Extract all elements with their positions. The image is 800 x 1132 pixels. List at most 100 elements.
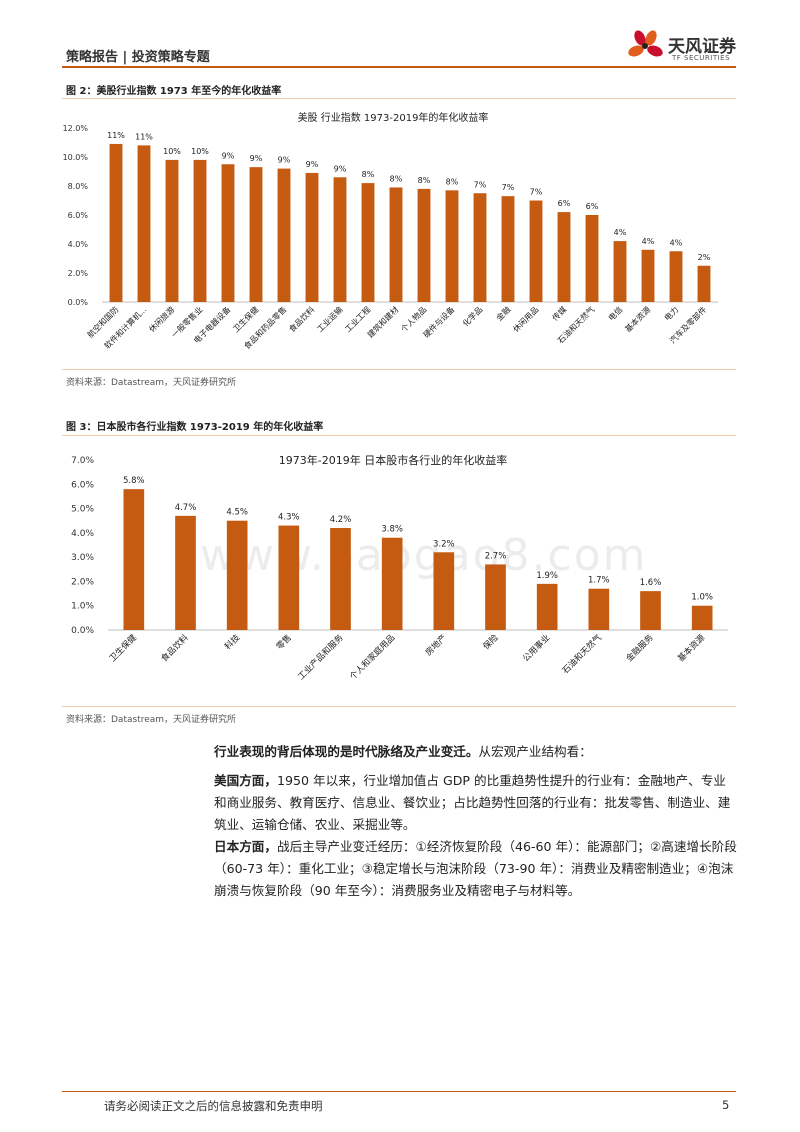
y-tick-label: 5.0% — [71, 505, 94, 515]
bar — [305, 172, 319, 302]
data-label: 8% — [390, 174, 403, 183]
y-tick-label: 10.0% — [63, 153, 89, 162]
report-header-title: 策略报告 | 投资策略专题 — [66, 50, 210, 65]
bar — [249, 167, 263, 302]
data-label: 4.5% — [226, 508, 248, 518]
japan-industry-chart: 1973年-2019年 日本股市各行业的年化收益率 0.0% 1.0% 2.0% 3.0… — [71, 453, 728, 682]
logo-text-en: TF SECURITIES — [672, 54, 731, 62]
data-label: 8% — [446, 177, 459, 186]
data-label: 7% — [502, 183, 515, 192]
data-label: 2% — [698, 253, 711, 262]
logo-text-cn: 天风证券 — [668, 37, 736, 57]
bar — [445, 190, 459, 302]
data-label: 1.7% — [588, 576, 610, 586]
bar — [109, 143, 123, 302]
bar — [585, 215, 599, 302]
category-label: 基本资源 — [675, 632, 707, 664]
fig2-bottom-rule — [62, 369, 736, 370]
page-number: 5 — [722, 1098, 730, 1112]
data-label: 4.7% — [175, 503, 197, 513]
y-tick-label: 8.0% — [68, 182, 89, 191]
y-tick-label: 4.0% — [68, 240, 89, 249]
data-label: 11% — [135, 132, 153, 141]
data-label: 7% — [530, 188, 543, 197]
data-label: 1.9% — [536, 571, 558, 581]
bar — [277, 168, 291, 302]
bar — [175, 515, 196, 630]
bar — [417, 188, 431, 302]
category-label: 电力 — [662, 304, 680, 322]
bar — [691, 605, 713, 630]
paragraph-japan: 日本方面，战后主导产业变迁经历：①经济恢复阶段（46-60 年）：能源部门；②高… — [214, 836, 738, 902]
fig3-source: 资料来源：Datastream，天风证券研究所 — [66, 715, 237, 725]
category-label: 电信 — [606, 304, 624, 322]
category-label: 个人物品 — [399, 304, 429, 334]
bar — [536, 583, 558, 630]
data-label: 8% — [418, 176, 431, 185]
paragraph-intro-bold: 行业表现的背后体现的是时代脉络及产业变迁。 — [214, 744, 479, 759]
data-label: 1.0% — [691, 593, 713, 603]
category-label: 科技 — [222, 632, 242, 652]
y-tick-label: 1.0% — [71, 602, 94, 612]
data-label: 4% — [642, 237, 655, 246]
paragraph-us-bold: 美国方面， — [214, 773, 277, 788]
data-label: 9% — [306, 160, 319, 169]
category-label: 工业运输 — [315, 304, 345, 334]
bar — [473, 193, 487, 302]
y-tick-label: 4.0% — [71, 529, 94, 539]
paragraph-intro-text: 从宏观产业结构看： — [478, 744, 592, 759]
category-label: 石油和天然气 — [560, 632, 604, 676]
category-label: 零售 — [274, 632, 294, 652]
fig3-bottom-rule — [62, 706, 736, 707]
category-label: 金融服务 — [624, 632, 656, 664]
fig2-top-rule — [62, 98, 736, 99]
bar — [221, 164, 235, 302]
bar — [669, 251, 683, 302]
paragraph-japan-bold: 日本方面， — [214, 839, 277, 854]
category-label: 金融 — [494, 304, 512, 322]
data-label: 7% — [474, 180, 487, 189]
category-label: 休闲用品 — [511, 304, 541, 334]
bar — [226, 520, 248, 630]
bar — [330, 528, 351, 630]
us-industry-chart: 美股 行业指数 1973-2019年的年化收益率 0.0% 2.0% 4.0% 6.0%… — [63, 111, 718, 351]
y-tick-label: 12.0% — [63, 124, 89, 133]
data-label: 8% — [362, 170, 375, 179]
logo-flower-icon — [628, 30, 663, 57]
data-label: 4.3% — [278, 513, 300, 523]
bar — [557, 212, 571, 302]
bar — [193, 159, 207, 302]
data-label: 6% — [586, 202, 599, 211]
bar — [137, 145, 151, 302]
category-label: 化学品 — [460, 304, 484, 328]
y-tick-label: 6.0% — [71, 480, 94, 490]
category-label: 传媒 — [550, 304, 568, 322]
paragraph-us-text: 1950 年以来，行业增加值占 GDP 的比重趋势性提升的行业有：金融地产、专业… — [214, 773, 731, 832]
bar — [613, 241, 627, 302]
bar — [333, 177, 347, 302]
bar — [640, 591, 661, 630]
footer-divider — [62, 1091, 736, 1092]
fig2-source: 资料来源：Datastream，天风证券研究所 — [66, 378, 237, 388]
y-tick-label: 2.0% — [68, 269, 89, 278]
category-label: 个人和家庭用品 — [347, 632, 397, 682]
bar — [501, 196, 515, 302]
company-logo — [628, 30, 663, 57]
bar — [361, 183, 375, 302]
data-label: 4.2% — [330, 515, 352, 525]
bar — [433, 552, 455, 630]
data-label: 10% — [191, 147, 209, 156]
category-label: 工业工程 — [343, 304, 373, 334]
category-label: 公用事业 — [520, 632, 552, 664]
fig2-caption: 图 2：美股行业指数 1973 年至今的年化收益率 — [66, 86, 282, 97]
paragraph-japan-text: 战后主导产业变迁经历：①经济恢复阶段（46-60 年）：能源部门；②高速增长阶段… — [214, 839, 737, 898]
bar — [381, 537, 403, 630]
data-label: 6% — [558, 199, 571, 208]
data-label: 3.8% — [381, 525, 403, 535]
bar — [278, 525, 300, 630]
data-label: 2.7% — [485, 551, 507, 561]
bar — [389, 187, 403, 302]
bar — [485, 564, 506, 630]
category-label: 休闲旅游 — [147, 304, 177, 334]
category-label: 食品饮料 — [159, 632, 191, 664]
